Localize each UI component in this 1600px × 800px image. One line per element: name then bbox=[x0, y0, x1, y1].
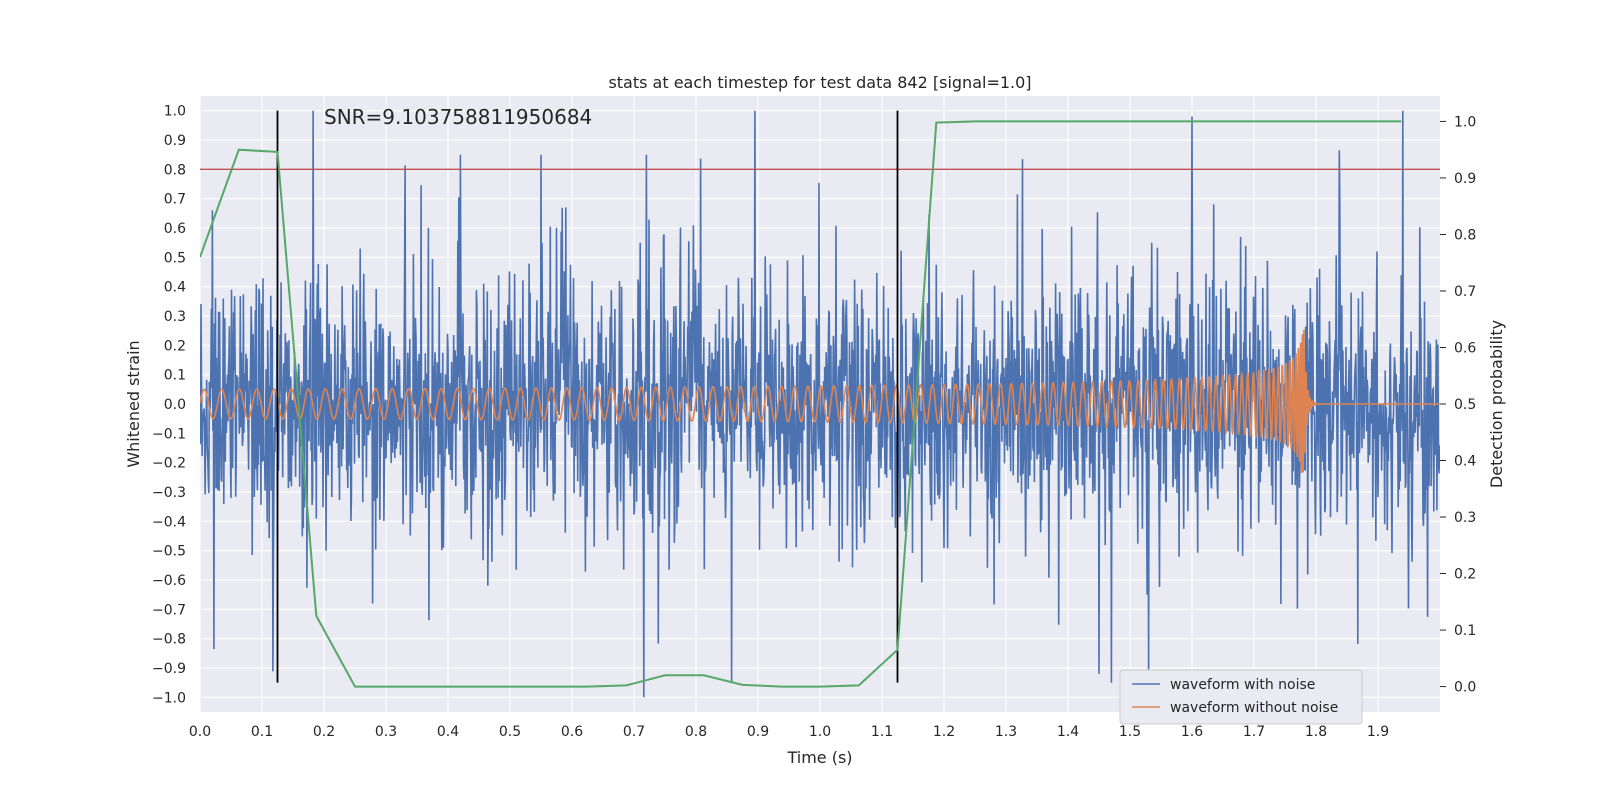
chart-title: stats at each timestep for test data 842… bbox=[608, 73, 1031, 92]
y-tick-label: 0.8 bbox=[164, 162, 186, 178]
x-tick-label: 1.4 bbox=[1057, 724, 1079, 740]
y2-tick-label: 0.1 bbox=[1454, 623, 1476, 639]
x-tick-label: 1.6 bbox=[1181, 724, 1203, 740]
x-tick-label: 1.5 bbox=[1119, 724, 1141, 740]
x-tick-label: 0.1 bbox=[251, 724, 273, 740]
y-tick-label: −0.6 bbox=[152, 573, 186, 589]
y2-tick-label: 0.5 bbox=[1454, 397, 1476, 413]
y-tick-label: 1.0 bbox=[164, 104, 186, 120]
y2-tick-label: 0.9 bbox=[1454, 171, 1476, 187]
x-tick-label: 0.2 bbox=[313, 724, 335, 740]
y-tick-label: −0.9 bbox=[152, 661, 186, 677]
y2-tick-label: 0.7 bbox=[1454, 284, 1476, 300]
series-waveform-with-noise bbox=[200, 110, 1440, 698]
y-tick-label: −0.5 bbox=[152, 544, 186, 560]
y-tick-label: −0.4 bbox=[152, 514, 186, 530]
y-tick-label: 0.7 bbox=[164, 192, 186, 208]
x-tick-label: 1.7 bbox=[1243, 724, 1265, 740]
y-tick-label: 0.6 bbox=[164, 221, 186, 237]
y-tick-label: 0.5 bbox=[164, 250, 186, 266]
vertical-markers bbox=[276, 110, 899, 683]
y-tick-label: −0.3 bbox=[152, 485, 186, 501]
x-tick-label: 1.1 bbox=[871, 724, 893, 740]
y-tick-label: −0.1 bbox=[152, 426, 186, 442]
legend: waveform with noise waveform without noi… bbox=[1119, 669, 1363, 725]
y-tick-label: 0.4 bbox=[164, 280, 186, 296]
y2-tick-label: 0.3 bbox=[1454, 510, 1476, 526]
legend-label-waveform-without-noise: waveform without noise bbox=[1170, 700, 1338, 716]
y-tick-label: −0.2 bbox=[152, 456, 186, 472]
y-axis-ticks: 1.0 0.9 0.8 0.7 0.6 0.5 0.4 0.3 0.2 0.1 0.0 −0.1 −0.… bbox=[152, 104, 186, 707]
y-tick-label: 0.0 bbox=[164, 397, 186, 413]
y2-tick-label: 1.0 bbox=[1454, 114, 1476, 130]
x-tick-label: 0.9 bbox=[747, 724, 769, 740]
y-tick-label: 0.2 bbox=[164, 338, 186, 354]
x-tick-label: 0.0 bbox=[189, 724, 211, 740]
y-tick-label: 0.9 bbox=[164, 133, 186, 149]
x-tick-label: 1.0 bbox=[809, 724, 831, 740]
x-tick-label: 1.2 bbox=[933, 724, 955, 740]
x-tick-label: 0.6 bbox=[561, 724, 583, 740]
x-axis-label: Time (s) bbox=[786, 748, 852, 767]
x-tick-label: 0.7 bbox=[623, 724, 645, 740]
y2-tick-label: 0.4 bbox=[1454, 454, 1476, 470]
y2-axis-ticks: 1.0 0.9 0.8 0.7 0.6 0.5 0.4 0.3 0.2 0.1 0.0 bbox=[1440, 114, 1476, 696]
y-tick-label: 0.1 bbox=[164, 368, 186, 384]
y2-tick-label: 0.8 bbox=[1454, 227, 1476, 243]
series-waveform-without-noise bbox=[200, 329, 1440, 474]
y-tick-label: −0.7 bbox=[152, 602, 186, 618]
series-detection-probability bbox=[200, 120, 1402, 688]
x-tick-label: 1.9 bbox=[1367, 724, 1389, 740]
x-tick-label: 0.8 bbox=[685, 724, 707, 740]
snr-annotation: SNR=9.103758811950684 bbox=[324, 105, 592, 129]
x-axis-ticks: 0.0 0.1 0.2 0.3 0.4 0.5 0.6 0.7 0.8 0.9 1.0 1.1 1.2 1… bbox=[189, 724, 1389, 740]
y2-axis-label: Detection probability bbox=[1487, 320, 1506, 488]
legend-box bbox=[1119, 669, 1363, 725]
y-axis-label: Whitened strain bbox=[124, 340, 143, 467]
y-tick-label: −1.0 bbox=[152, 690, 186, 706]
x-tick-label: 1.3 bbox=[995, 724, 1017, 740]
y2-tick-label: 0.0 bbox=[1454, 680, 1476, 696]
y-tick-label: −0.8 bbox=[152, 632, 186, 648]
x-tick-label: 0.4 bbox=[437, 724, 459, 740]
x-tick-label: 0.3 bbox=[375, 724, 397, 740]
legend-label-waveform-with-noise: waveform with noise bbox=[1170, 677, 1315, 693]
y-tick-label: 0.3 bbox=[164, 309, 186, 325]
x-tick-label: 0.5 bbox=[499, 724, 521, 740]
y2-tick-label: 0.6 bbox=[1454, 340, 1476, 356]
x-tick-label: 1.8 bbox=[1305, 724, 1327, 740]
y2-tick-label: 0.2 bbox=[1454, 567, 1476, 583]
